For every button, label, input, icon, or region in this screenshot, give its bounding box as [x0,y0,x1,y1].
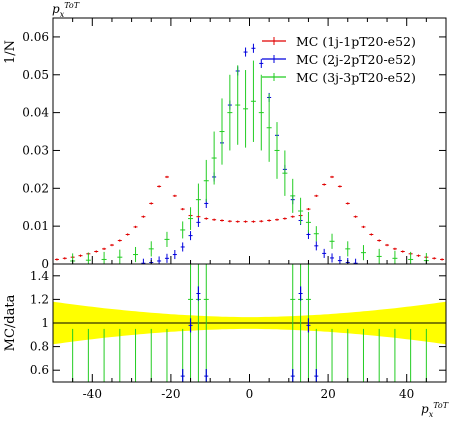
main-x-axis-ticks [52,18,447,264]
x-tick-label: 0 [246,387,254,401]
main-y-tick-label: 0.05 [22,68,49,82]
ratio-y-tick-label: 0.6 [30,363,49,377]
x-axis-label: pxToT [421,401,449,419]
main-y-tick-label: 0.02 [22,181,49,195]
main-y-tick-label: 0.01 [22,219,49,233]
x-tick-label: 40 [399,387,414,401]
main-plot-marks [54,43,445,264]
ratio-clipped-marks [72,264,427,382]
legend-entry-label: MC (3j-3pT20-e52) [296,70,416,85]
main-y-axis: 0 0.01 0.02 0.03 0.04 0.05 0.06 [22,30,446,271]
main-y-tick-label: 0.06 [22,30,49,44]
legend-entry-label: MC (1j-1pT20-e52) [296,34,416,49]
ratio-plot-marks [72,264,427,382]
legend-entry-label: MC (2j-2pT20-e52) [296,52,416,67]
x-tick-label: 20 [320,387,335,401]
legend: MC (1j-1pT20-e52) MC (2j-2pT20-e52) MC (3j… [262,34,416,85]
x-tick-label: -20 [161,387,180,401]
main-y-axis-label: 1/N [3,40,18,64]
main-y-tick-label: 0.04 [22,106,49,120]
ratio-y-tick-label: 1.2 [30,292,49,306]
x-tick-label: -40 [83,387,102,401]
ratio-panel: 0.6 0.8 1 1.2 1.4 -40 -20 0 20 40 MC/data pxToT [3,263,449,419]
ratio-y-axis: 0.6 0.8 1 1.2 1.4 [30,269,446,377]
ratio-y-tick-label: 1 [41,316,49,330]
ratio-y-tick-label: 1.4 [30,269,49,283]
ratio-y-tick-label: 0.8 [30,340,49,354]
main-y-tick-label: 0 [41,257,49,271]
x-axis: -40 -20 0 20 40 [52,374,447,401]
main-panel: 0 0.01 0.02 0.03 0.04 0.05 0.06 1/N pxToT MC (… [3,1,447,271]
main-y-tick-label: 0.03 [22,143,49,157]
ratio-y-axis-label: MC/data [3,294,18,351]
top-x-axis-label: pxToT [52,1,80,19]
